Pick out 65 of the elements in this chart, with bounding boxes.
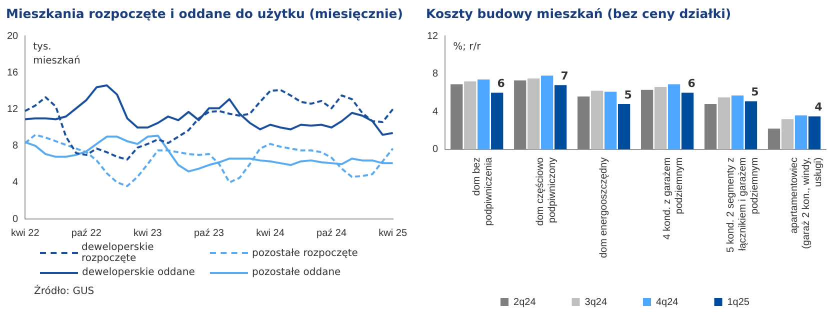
- y-tick-label: 0: [432, 144, 439, 156]
- legend-label: 4q24: [656, 296, 679, 308]
- y-tick-label: 0: [12, 214, 19, 225]
- bar: [768, 128, 780, 150]
- x-tick-label: apartamentowiec (garaż 2 kon., windy, usługi): [789, 157, 824, 249]
- x-tick-label: paź 24: [316, 228, 347, 239]
- y-tick-label: 4: [432, 106, 439, 118]
- bar: [618, 104, 630, 150]
- legend-label: deweloperskie oddane: [82, 267, 195, 278]
- data-label: 5: [751, 86, 759, 99]
- bar: [704, 104, 717, 150]
- y-tick-label: 12: [7, 104, 19, 115]
- line-series: [24, 88, 394, 161]
- x-tick-label: kwi 22: [10, 228, 40, 239]
- data-label: 6: [688, 77, 696, 90]
- bar: [681, 92, 694, 150]
- y-tick-label: 8: [12, 140, 19, 152]
- bar: [554, 85, 567, 150]
- bar: [514, 80, 526, 150]
- legend-label: deweloperskie rozpoczęte: [82, 242, 155, 264]
- y-axis-title: tys. mieszkań: [33, 42, 80, 67]
- x-tick-label: dom energooszczędny: [598, 157, 610, 258]
- bar: [794, 115, 808, 150]
- bar: [808, 116, 821, 150]
- bar: [604, 92, 617, 150]
- bar: [478, 79, 490, 150]
- data-label: 4: [814, 100, 823, 114]
- legend-label: pozostałe oddane: [252, 267, 341, 278]
- bar: [654, 87, 667, 150]
- y-axis-title: %; r/r: [453, 42, 482, 53]
- bar: [718, 97, 730, 150]
- x-tick-label: paź 23: [194, 228, 224, 239]
- bar: [464, 81, 476, 150]
- legend-label: pozostałe rozpoczęte: [252, 248, 358, 258]
- chart-title: Mieszkania rozpoczęte i oddane do użytku (miesięcznie): [6, 6, 404, 21]
- y-tick-label: 20: [7, 30, 19, 42]
- y-tick-label: 16: [7, 67, 19, 78]
- text: Źródło: GUS: [34, 286, 96, 297]
- legend-label: 2q24: [514, 296, 536, 308]
- bar: [781, 119, 794, 150]
- y-tick-label: 4: [12, 177, 19, 188]
- chart-title: Koszty budowy mieszkań (bez ceny działki): [426, 6, 732, 21]
- bar: [541, 76, 554, 150]
- legend-label: 1q25: [727, 296, 750, 308]
- x-tick-label: kwi 24: [256, 228, 285, 239]
- x-tick-label: kwi 25: [378, 228, 408, 239]
- data-label: 7: [560, 69, 568, 82]
- bar: [668, 84, 680, 150]
- y-tick-label: 12: [427, 30, 439, 42]
- y-tick-label: 8: [432, 68, 439, 80]
- x-tick-label: kwi 23: [134, 228, 162, 239]
- bar: [731, 96, 744, 150]
- data-label: 5: [624, 88, 632, 102]
- data-label: 6: [497, 77, 506, 90]
- bar: [744, 101, 758, 150]
- bar: [491, 92, 504, 150]
- x-tick-label: 4 kond. z garażem podziemnym: [662, 157, 686, 240]
- legend-label: 3q24: [584, 296, 608, 308]
- bar: [578, 96, 590, 150]
- bar: [450, 84, 463, 150]
- bar: [591, 90, 604, 150]
- bar: [528, 78, 540, 150]
- x-tick-label: dom bez podpiwniczenia: [472, 156, 495, 226]
- bar: [640, 90, 654, 150]
- x-tick-label: paź 22: [71, 228, 102, 239]
